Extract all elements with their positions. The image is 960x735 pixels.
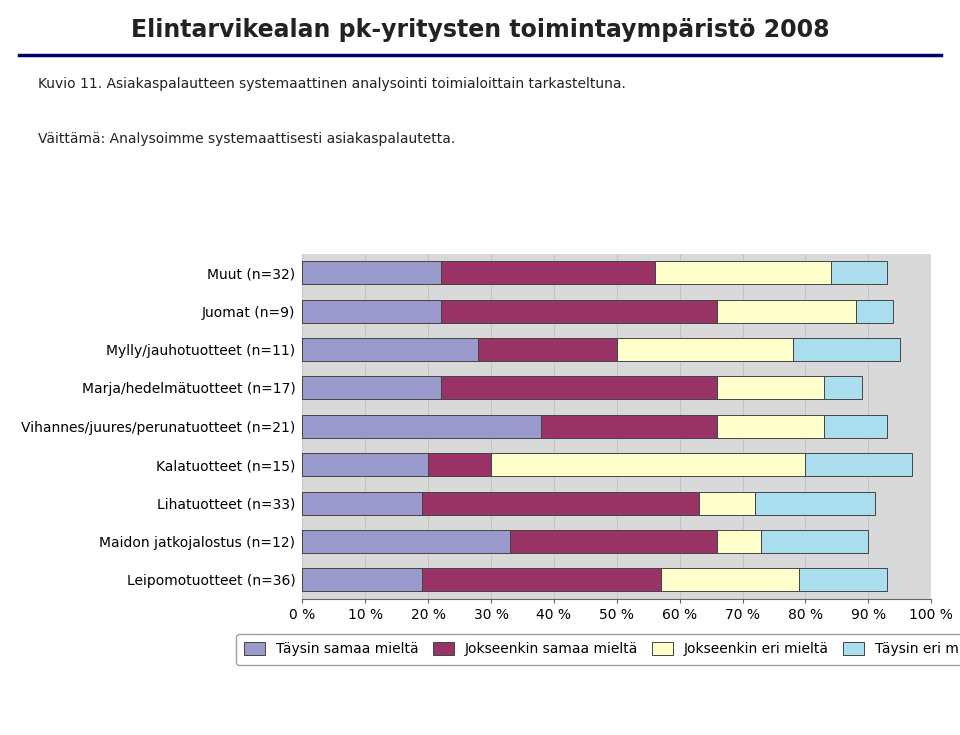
Bar (799, 568, 887, 592)
Bar (478, 338, 616, 361)
Bar (302, 376, 441, 399)
Bar (302, 453, 428, 476)
Bar (756, 492, 875, 514)
Bar (510, 530, 717, 553)
Bar (302, 568, 421, 592)
Bar (655, 261, 830, 284)
Bar (830, 261, 887, 284)
Bar (805, 453, 912, 476)
Bar (302, 338, 478, 361)
Bar (825, 376, 862, 399)
Bar (793, 338, 900, 361)
Bar (441, 376, 717, 399)
Bar (717, 376, 825, 399)
Bar (491, 453, 805, 476)
Bar (421, 568, 660, 592)
Bar (699, 492, 756, 514)
Bar (302, 415, 541, 438)
Text: Kuvio 11. Asiakaspalautteen systemaattinen analysointi toimialoittain tarkastelt: Kuvio 11. Asiakaspalautteen systemaattin… (38, 77, 626, 91)
Bar (421, 492, 699, 514)
Bar (441, 261, 655, 284)
Text: Väittämä: Analysoimme systemaattisesti asiakaspalautetta.: Väittämä: Analysoimme systemaattisesti a… (38, 132, 456, 146)
Text: Elintarvikealan pk-yritysten toimintaympäristö 2008: Elintarvikealan pk-yritysten toimintaymp… (131, 18, 829, 43)
Bar (302, 530, 510, 553)
Bar (855, 300, 894, 323)
Bar (441, 300, 717, 323)
Bar (428, 453, 491, 476)
Bar (660, 568, 799, 592)
Bar (302, 300, 441, 323)
Legend: Täysin samaa mieltä, Jokseenkin samaa mieltä, Jokseenkin eri mieltä, Täysin eri : Täysin samaa mieltä, Jokseenkin samaa mi… (236, 634, 960, 664)
Bar (761, 530, 868, 553)
Bar (717, 415, 825, 438)
Bar (302, 492, 421, 514)
Bar (302, 261, 441, 284)
Bar (717, 530, 761, 553)
Bar (825, 415, 887, 438)
Bar (541, 415, 717, 438)
Bar (717, 300, 855, 323)
Bar (616, 338, 793, 361)
